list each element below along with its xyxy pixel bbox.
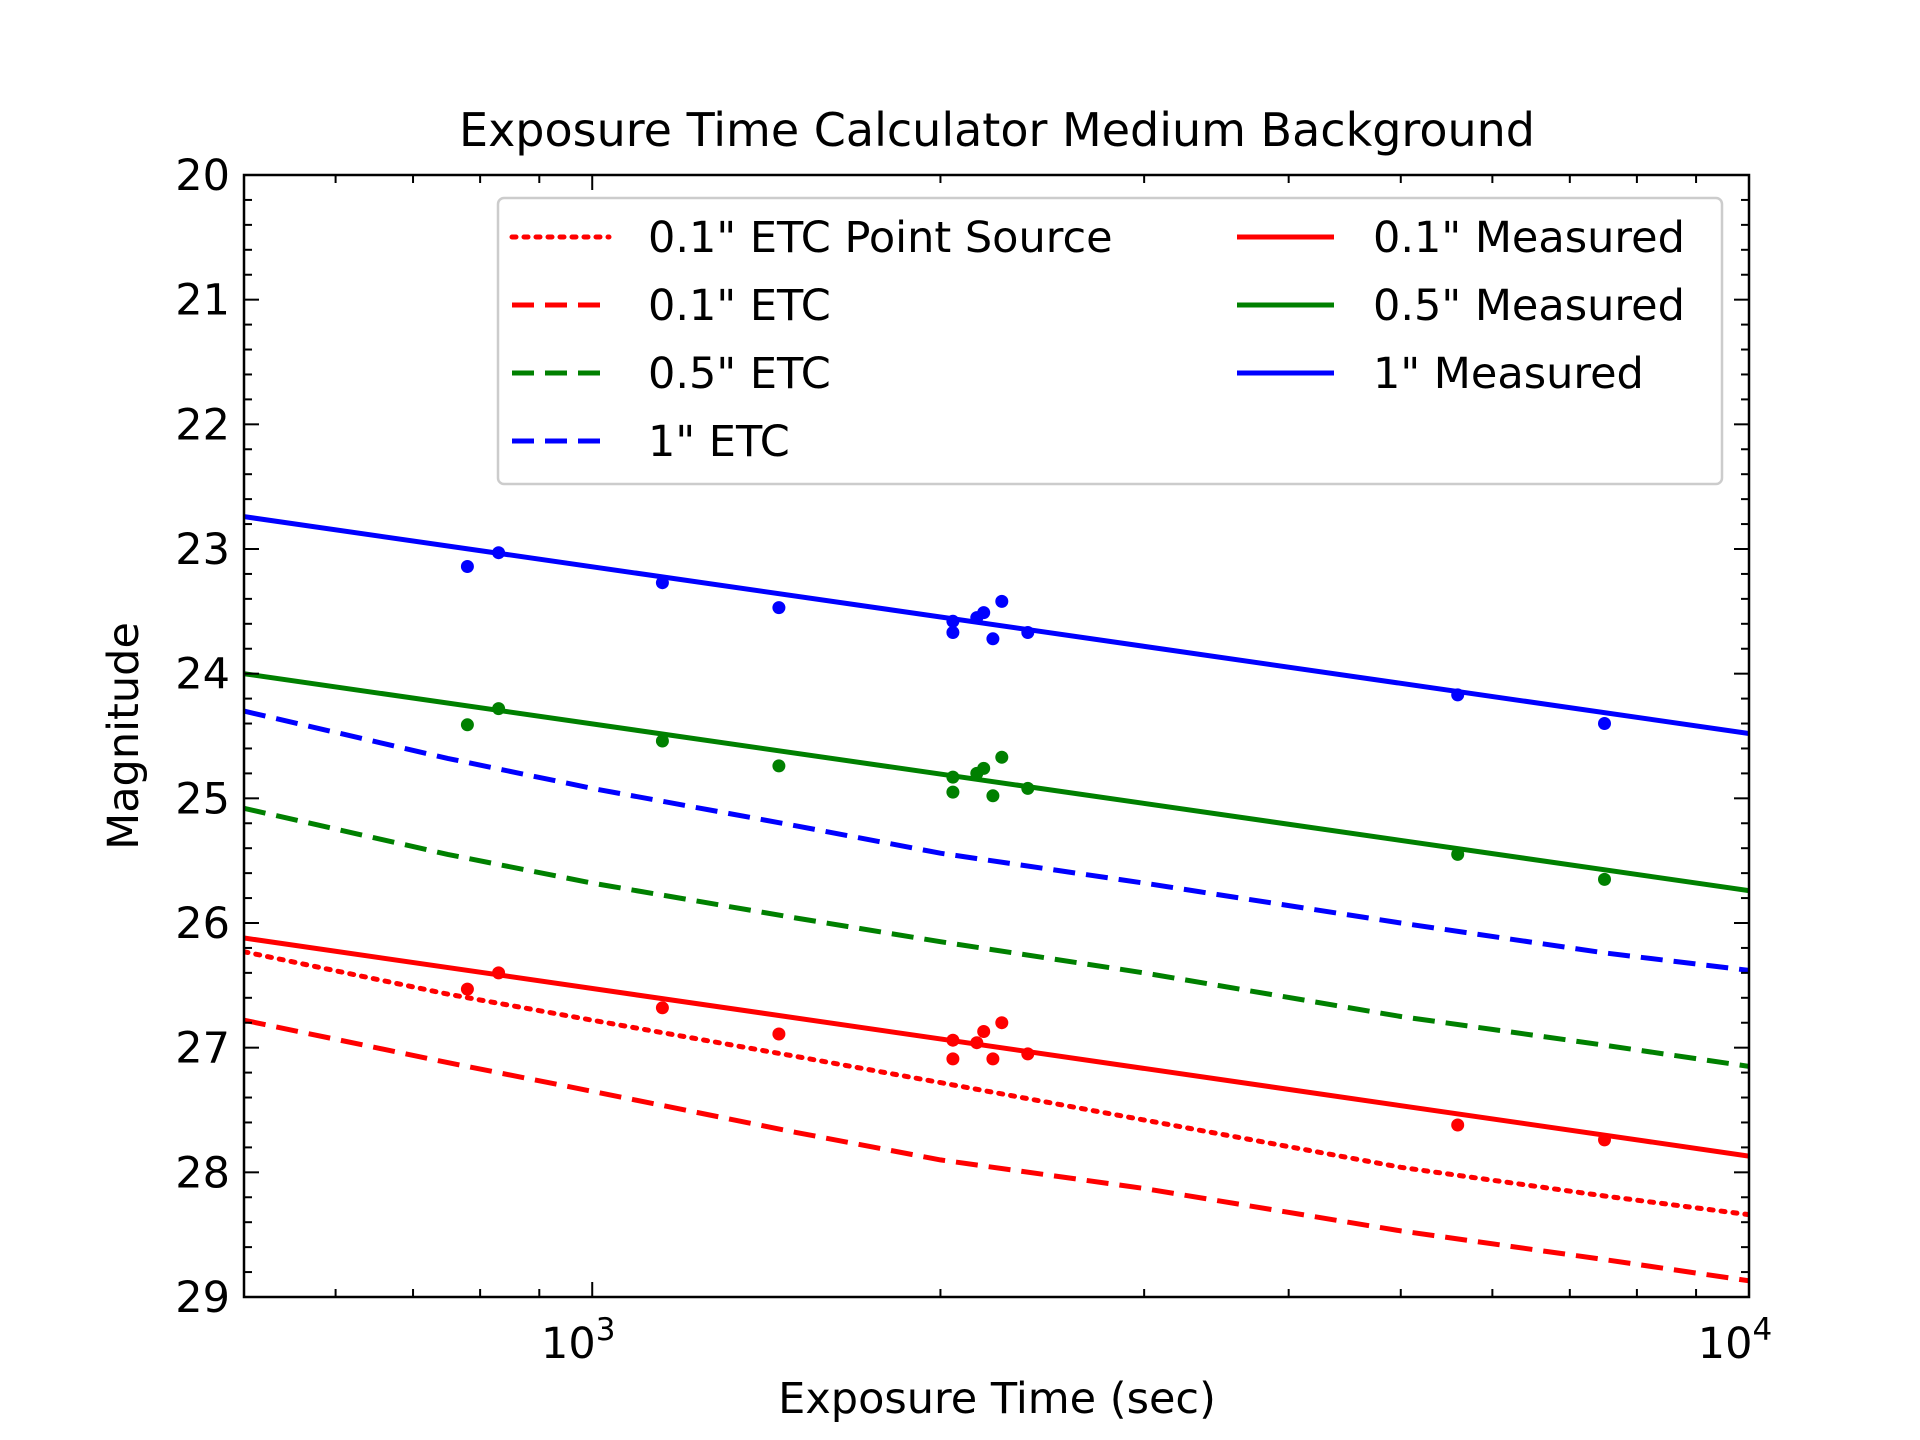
x-tick-label: 103 <box>541 1312 615 1369</box>
data-point <box>460 718 474 732</box>
legend-label-0: 0.1" ETC Point Source <box>648 213 1113 263</box>
series-line-3 <box>244 708 1749 973</box>
data-point <box>492 966 506 980</box>
series-line-0 <box>244 949 1749 1218</box>
data-point <box>970 1036 984 1050</box>
data-point <box>946 614 960 628</box>
data-point <box>986 1052 1000 1066</box>
plot-area <box>244 514 1749 1284</box>
legend-label-4: 0.1" Measured <box>1373 213 1685 263</box>
data-point <box>1451 847 1465 861</box>
data-point <box>1598 872 1611 886</box>
data-point <box>986 632 1000 646</box>
data-point <box>1021 626 1035 639</box>
data-point <box>655 734 669 748</box>
data-point <box>772 759 786 773</box>
y-tick-label: 27 <box>175 1024 230 1074</box>
chart-title: Exposure Time Calculator Medium Backgrou… <box>459 103 1535 157</box>
series-line-6 <box>244 514 1749 736</box>
data-point <box>1021 781 1035 795</box>
data-point <box>492 546 506 560</box>
data-point <box>977 1025 991 1038</box>
data-point <box>1451 688 1465 702</box>
series-line-2 <box>244 805 1749 1069</box>
data-point <box>1598 1133 1611 1147</box>
data-point <box>772 601 786 615</box>
y-tick-labels: 20 21 22 23 24 25 26 27 28 29 <box>175 151 230 1323</box>
data-point <box>977 606 991 620</box>
y-tick-label: 24 <box>175 650 230 700</box>
series-line-1 <box>244 1017 1749 1284</box>
legend-label-3: 1" ETC <box>648 417 790 467</box>
data-point <box>946 1052 960 1066</box>
legend-label-1: 0.1" ETC <box>648 281 831 331</box>
x-axis-label: Exposure Time (sec) <box>778 1374 1216 1424</box>
data-point <box>986 789 1000 803</box>
y-tick-label: 29 <box>175 1273 230 1323</box>
legend-box <box>496 196 1724 486</box>
data-point <box>1451 1118 1465 1132</box>
data-point <box>460 982 474 996</box>
data-point <box>995 750 1009 764</box>
y-tick-label: 26 <box>175 899 230 949</box>
data-point <box>995 594 1009 608</box>
legend: 0.1" ETC Point Source 0.1" ETC 0.5" ETC 1" … <box>496 196 1724 486</box>
data-point <box>946 770 960 784</box>
axes-frame <box>242 173 1751 1299</box>
axis-ticks <box>243 174 1750 1298</box>
y-tick-label: 23 <box>175 525 230 575</box>
x-tick-labels: 103 104 <box>541 1312 1772 1369</box>
y-tick-label: 21 <box>175 276 230 326</box>
data-point <box>977 761 991 775</box>
legend-label-6: 1" Measured <box>1373 349 1644 399</box>
data-point <box>492 702 506 716</box>
data-point <box>946 626 960 639</box>
data-point <box>655 576 669 590</box>
series-line-4 <box>244 935 1749 1159</box>
y-axis-label: Magnitude <box>99 622 149 850</box>
y-tick-label: 20 <box>175 151 230 201</box>
legend-label-2: 0.5" ETC <box>648 349 831 399</box>
x-tick-label: 104 <box>1698 1312 1772 1369</box>
y-tick-label: 22 <box>175 400 230 450</box>
data-point <box>655 1001 669 1015</box>
data-point <box>460 560 474 573</box>
data-point <box>946 785 960 799</box>
data-point <box>995 1016 1009 1030</box>
data-point <box>946 1033 960 1047</box>
data-point <box>772 1027 786 1041</box>
data-point <box>1021 1047 1035 1061</box>
data-point <box>1598 717 1611 730</box>
y-tick-label: 28 <box>175 1148 230 1198</box>
legend-label-5: 0.5" Measured <box>1373 281 1685 331</box>
y-tick-label: 25 <box>175 774 230 824</box>
